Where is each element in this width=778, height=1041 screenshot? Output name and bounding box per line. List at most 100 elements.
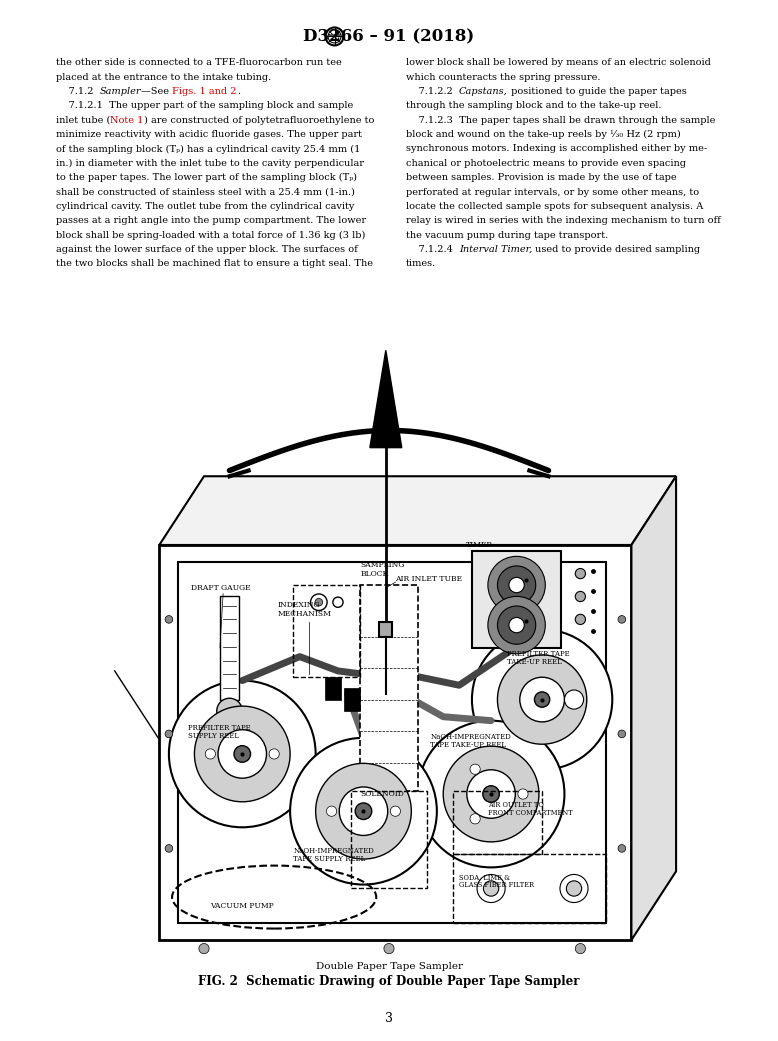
Circle shape: [618, 730, 626, 738]
Text: 7.1.2.3  The paper tapes shall be drawn through the sample: 7.1.2.3 The paper tapes shall be drawn t…: [406, 116, 716, 125]
Text: cylindrical cavity. The outlet tube from the cylindrical cavity: cylindrical cavity. The outlet tube from…: [56, 202, 354, 211]
Text: SOLENOID: SOLENOID: [360, 790, 404, 798]
FancyBboxPatch shape: [380, 623, 392, 637]
Text: synchronous motors. Indexing is accomplished either by me-: synchronous motors. Indexing is accompli…: [406, 145, 707, 153]
Text: positioned to guide the paper tapes: positioned to guide the paper tapes: [508, 87, 687, 96]
FancyBboxPatch shape: [220, 596, 239, 700]
Text: used to provide desired sampling: used to provide desired sampling: [532, 245, 700, 254]
Circle shape: [315, 599, 323, 606]
Text: PREFILTER TAPE: PREFILTER TAPE: [507, 650, 569, 658]
Text: AIR INLET TUBE: AIR INLET TUBE: [395, 576, 462, 583]
Text: 7.1.2.1  The upper part of the sampling block and sample: 7.1.2.1 The upper part of the sampling b…: [56, 101, 353, 110]
Text: AIR OUTLET TO: AIR OUTLET TO: [488, 801, 544, 809]
Circle shape: [467, 769, 515, 818]
Circle shape: [165, 844, 173, 853]
Text: NaOH-IMPREGNATED: NaOH-IMPREGNATED: [430, 733, 511, 741]
Circle shape: [199, 943, 209, 954]
Text: the vacuum pump during tape transport.: the vacuum pump during tape transport.: [406, 231, 608, 239]
Text: Sampler: Sampler: [100, 87, 142, 96]
Text: Note 1: Note 1: [110, 116, 144, 125]
Text: relay is wired in series with the indexing mechanism to turn off: relay is wired in series with the indexi…: [406, 217, 720, 225]
Circle shape: [509, 617, 524, 633]
Circle shape: [443, 746, 539, 842]
Circle shape: [169, 681, 316, 828]
Text: lower block shall be lowered by means of an electric solenoid: lower block shall be lowered by means of…: [406, 58, 711, 68]
Text: TAPE TAKE-UP REEL: TAPE TAKE-UP REEL: [430, 741, 506, 748]
Text: 3: 3: [385, 1012, 393, 1024]
Circle shape: [165, 615, 173, 624]
Circle shape: [194, 706, 290, 802]
Circle shape: [497, 566, 536, 604]
Text: between samples. Provision is made by the use of tape: between samples. Provision is made by th…: [406, 173, 677, 182]
Circle shape: [483, 786, 499, 803]
Circle shape: [217, 699, 242, 723]
Circle shape: [560, 874, 588, 903]
Text: which counteracts the spring pressure.: which counteracts the spring pressure.: [406, 73, 601, 81]
Circle shape: [391, 806, 401, 816]
Circle shape: [290, 738, 437, 885]
Text: MECHANISM: MECHANISM: [277, 610, 331, 617]
Circle shape: [310, 594, 327, 610]
Text: times.: times.: [406, 259, 436, 269]
Circle shape: [418, 720, 565, 867]
Circle shape: [575, 943, 586, 954]
Circle shape: [339, 787, 387, 836]
Circle shape: [565, 690, 584, 709]
Text: NaOH-IMPREGNATED: NaOH-IMPREGNATED: [293, 847, 374, 856]
Circle shape: [488, 556, 545, 614]
Text: 7.1.2: 7.1.2: [56, 87, 100, 96]
FancyBboxPatch shape: [325, 677, 341, 700]
Text: placed at the entrance to the intake tubing.: placed at the entrance to the intake tub…: [56, 73, 272, 81]
Text: locate the collected sample spots for subsequent analysis. A: locate the collected sample spots for su…: [406, 202, 703, 211]
Circle shape: [488, 596, 545, 654]
Text: ASTM: ASTM: [328, 34, 341, 39]
Text: 7.1.2.4: 7.1.2.4: [406, 245, 459, 254]
Text: shall be constructed of stainless steel with a 25.4 mm (1-in.): shall be constructed of stainless steel …: [56, 187, 355, 197]
Text: passes at a right angle into the pump compartment. The lower: passes at a right angle into the pump co…: [56, 217, 366, 225]
Text: against the lower surface of the upper block. The surfaces of: against the lower surface of the upper b…: [56, 245, 358, 254]
Circle shape: [509, 578, 524, 592]
Polygon shape: [632, 477, 676, 940]
Text: of the sampling block (Tₚ) has a cylindrical cavity 25.4 mm (1: of the sampling block (Tₚ) has a cylindr…: [56, 145, 360, 154]
Text: SODA, LIME &: SODA, LIME &: [459, 873, 510, 881]
FancyBboxPatch shape: [360, 585, 418, 791]
Text: in.) in diameter with the inlet tube to the cavity perpendicular: in.) in diameter with the inlet tube to …: [56, 159, 364, 168]
Circle shape: [472, 630, 612, 769]
Text: Interval Timer,: Interval Timer,: [459, 245, 532, 254]
Text: PREFILTER TAPE: PREFILTER TAPE: [188, 725, 251, 732]
Text: SAMPLING: SAMPLING: [360, 561, 405, 569]
Text: SUPPLY REEL: SUPPLY REEL: [188, 732, 239, 740]
Polygon shape: [159, 545, 632, 940]
Text: the two blocks shall be machined flat to ensure a tight seal. The: the two blocks shall be machined flat to…: [56, 259, 373, 269]
Circle shape: [618, 615, 626, 624]
Text: ) are constructed of polytetrafluoroethylene to: ) are constructed of polytetrafluoroethy…: [144, 116, 374, 125]
Text: Capstans,: Capstans,: [459, 87, 508, 96]
Text: TAPE SUPPLY REEL: TAPE SUPPLY REEL: [293, 856, 366, 863]
FancyBboxPatch shape: [472, 551, 561, 648]
Text: —See: —See: [142, 87, 173, 96]
Circle shape: [356, 803, 372, 819]
Polygon shape: [159, 477, 676, 545]
Circle shape: [316, 763, 412, 859]
Circle shape: [497, 606, 536, 644]
Text: VACUUM PUMP: VACUUM PUMP: [210, 902, 274, 910]
Text: TAKE-UP REEL: TAKE-UP REEL: [507, 658, 562, 666]
Text: DRAFT GAUGE: DRAFT GAUGE: [191, 584, 251, 592]
Circle shape: [534, 692, 550, 707]
Circle shape: [566, 881, 582, 896]
Circle shape: [618, 844, 626, 853]
Circle shape: [477, 874, 505, 903]
Text: Double Paper Tape Sampler: Double Paper Tape Sampler: [316, 962, 462, 970]
Text: inlet tube (: inlet tube (: [56, 116, 110, 125]
Circle shape: [234, 745, 251, 762]
Text: .: .: [237, 87, 240, 96]
Text: GLASS FIBER FILTER: GLASS FIBER FILTER: [459, 881, 534, 889]
Text: the other side is connected to a TFE-fluorocarbon run tee: the other side is connected to a TFE-flu…: [56, 58, 342, 68]
Text: FRONT COMPARTMENT: FRONT COMPARTMENT: [488, 809, 573, 817]
Text: minimize reactivity with acidic fluoride gases. The upper part: minimize reactivity with acidic fluoride…: [56, 130, 362, 139]
Circle shape: [165, 730, 173, 738]
Polygon shape: [370, 350, 401, 448]
Text: to the paper tapes. The lower part of the sampling block (Tₚ): to the paper tapes. The lower part of th…: [56, 173, 357, 182]
Circle shape: [327, 806, 337, 816]
Text: through the sampling block and to the take-up reel.: through the sampling block and to the ta…: [406, 101, 661, 110]
